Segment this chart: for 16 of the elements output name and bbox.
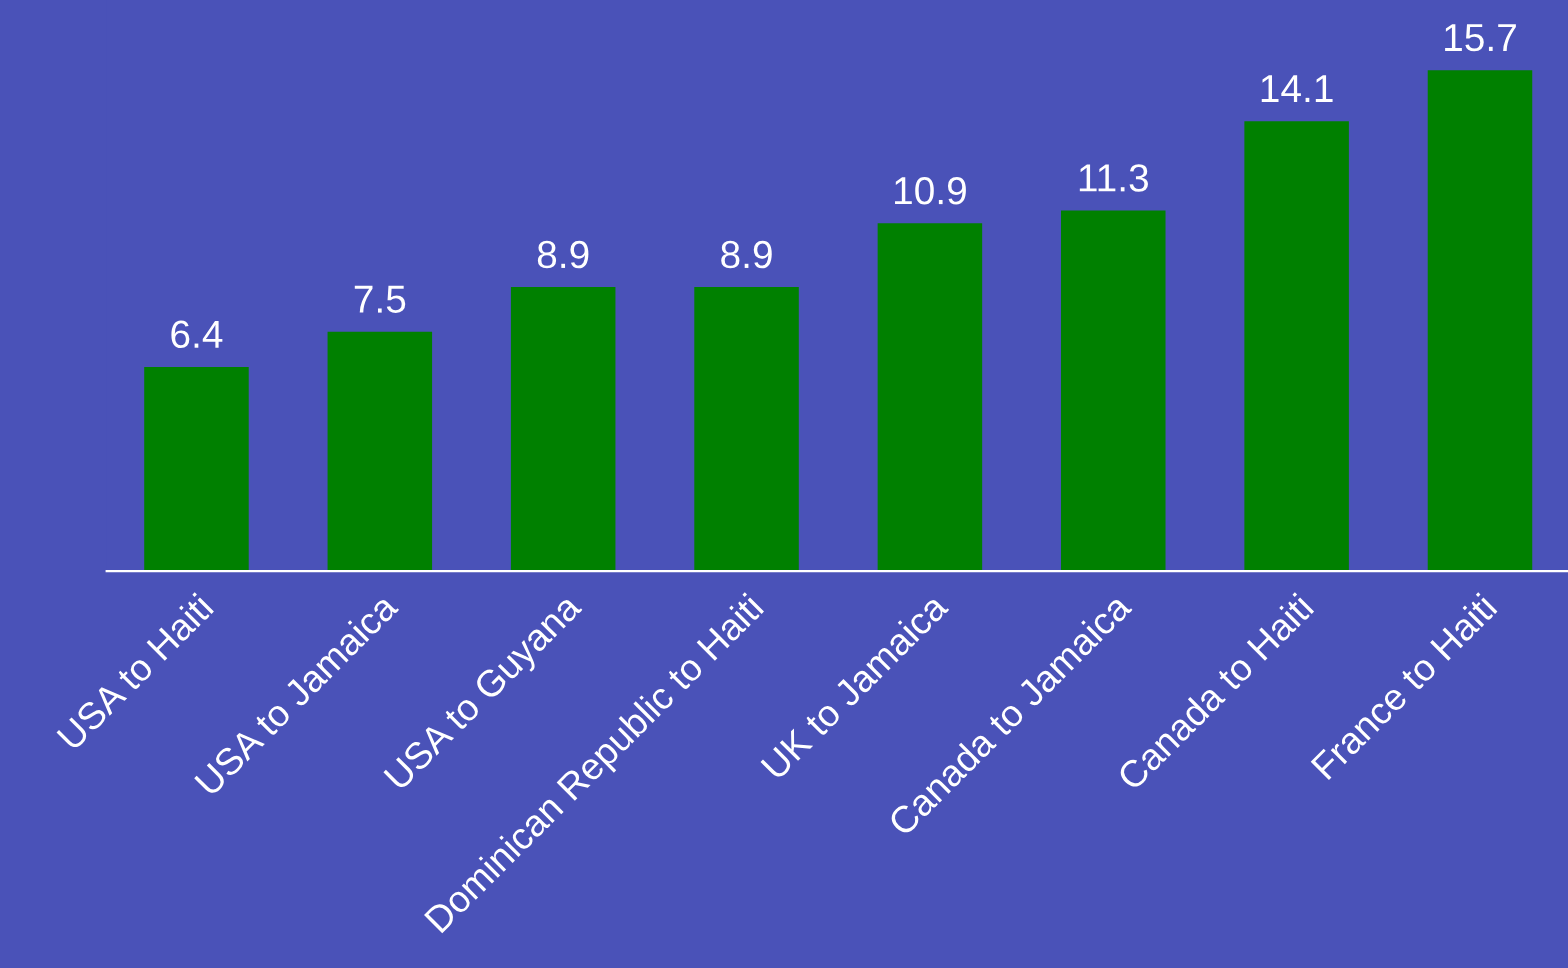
data-label: 8.9 [537, 240, 589, 269]
bar [1061, 210, 1166, 572]
data-label: 7.5 [354, 285, 406, 313]
bar [1427, 70, 1533, 572]
data-label: 6.4 [171, 320, 223, 349]
bar [1244, 121, 1349, 572]
bar [510, 287, 616, 572]
data-label: 10.9 [895, 176, 966, 205]
data-label: 11.3 [1079, 164, 1148, 192]
bar [327, 331, 433, 572]
data-label: 14.1 [1261, 75, 1333, 103]
data-label: 8.9 [721, 240, 772, 269]
bar [144, 366, 249, 572]
bar [877, 223, 983, 572]
bar [694, 287, 799, 572]
data-label: 15.7 [1445, 24, 1516, 52]
